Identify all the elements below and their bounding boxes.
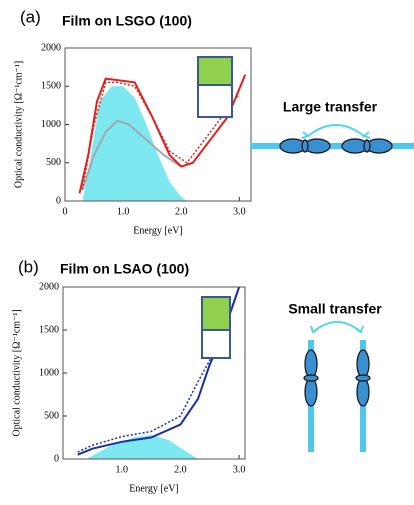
y-tick-label: 500: [46, 157, 61, 168]
x-tick-label: 2.0: [174, 464, 187, 475]
chart-title: Film on LSAO (100): [60, 261, 189, 277]
x-tick-label: 1.0: [115, 464, 128, 475]
inset-a: [197, 56, 233, 118]
x-axis-label: Energy [eV]: [133, 225, 183, 236]
x-tick-label: 3.0: [233, 464, 246, 475]
annotation: Large transfer: [283, 99, 378, 115]
area: [82, 86, 188, 201]
y-tick-label: 1500: [39, 324, 59, 335]
x-tick-label: 3.0: [233, 206, 246, 217]
line: [81, 81, 240, 190]
annotation: Small transfer: [288, 301, 382, 317]
y-axis-label: Optical conductivity [Ω⁻¹cm⁻¹]: [13, 61, 24, 188]
y-tick-label: 0: [54, 453, 59, 464]
chart-title: Film on LSGO (100): [62, 13, 192, 29]
panel-label: (a): [20, 7, 41, 26]
y-tick-label: 2000: [41, 42, 61, 53]
line: [81, 119, 182, 190]
x-tick-label: 1.0: [117, 206, 130, 217]
y-tick-label: 1500: [41, 81, 61, 92]
illustration-a: [250, 124, 414, 154]
plot-frame: [64, 47, 252, 202]
chart: (b) Film on LSAO (100) Small transfer Energ…: [11, 257, 382, 494]
illustration-b: [303, 321, 371, 452]
y-tick-label: 500: [44, 410, 59, 421]
y-tick-label: 1000: [41, 119, 61, 130]
chart: (a) Film on LSGO (100) Large transfer Energ…: [13, 7, 377, 236]
area: [86, 434, 199, 459]
y-tick-label: 2000: [39, 281, 59, 292]
y-tick-label: 1000: [39, 367, 59, 378]
inset-b: [201, 296, 231, 359]
x-tick-label: 0: [63, 206, 68, 217]
x-tick-label: 2.0: [175, 206, 188, 217]
line: [78, 74, 247, 194]
y-axis-label: Optical conductivity [Ω⁻¹cm⁻¹]: [11, 309, 22, 436]
plot-frame: [62, 286, 246, 460]
line: [77, 286, 240, 453]
panel-label: (b): [18, 257, 39, 276]
x-axis-label: Energy [eV]: [129, 483, 179, 494]
y-tick-label: 0: [56, 195, 61, 206]
